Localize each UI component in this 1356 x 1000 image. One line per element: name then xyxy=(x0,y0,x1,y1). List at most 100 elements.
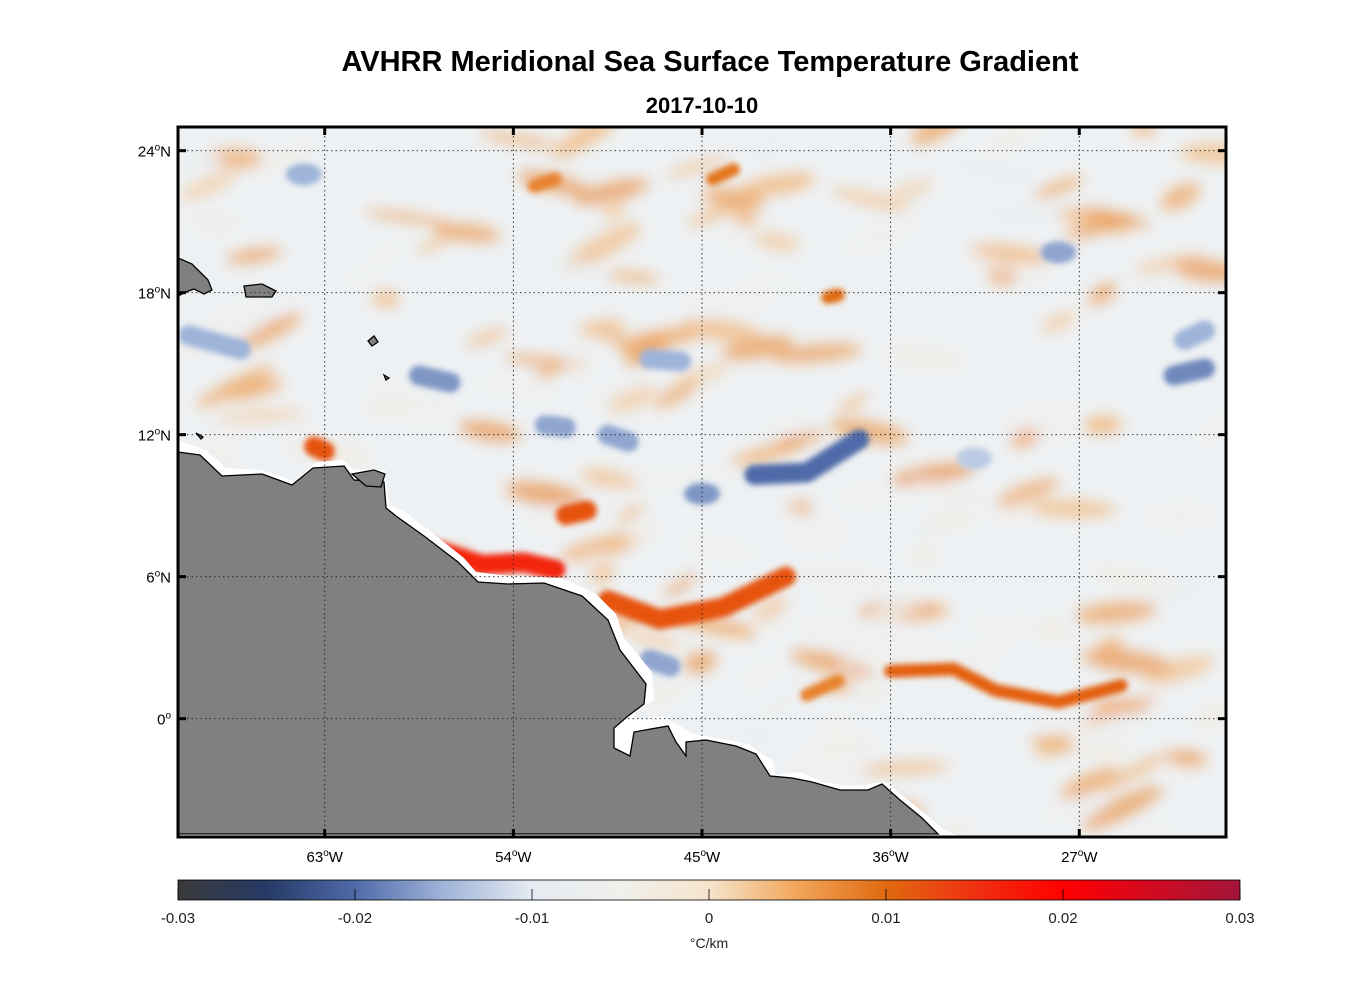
map-area xyxy=(178,127,1226,837)
texture-blob xyxy=(577,553,607,569)
texture-blob xyxy=(607,386,658,412)
texture-blob xyxy=(478,131,558,148)
texture-blob xyxy=(877,645,960,661)
map-date-subtitle: 2017-10-10 xyxy=(645,93,759,118)
land-masses xyxy=(178,257,961,837)
texture-blob xyxy=(1179,143,1226,164)
texture-blob xyxy=(738,728,766,748)
gradient-feature-positive xyxy=(597,566,796,630)
texture-blob xyxy=(477,379,556,398)
texture-blob xyxy=(364,210,451,225)
texture-blob xyxy=(226,248,282,263)
texture-blob xyxy=(650,680,685,704)
colorbar-tick-label: 0.01 xyxy=(871,910,900,927)
texture-blob xyxy=(844,217,916,254)
graticule xyxy=(178,127,1226,837)
gradient-feature-positive xyxy=(706,163,740,186)
texture-blob xyxy=(1082,786,1163,830)
gradient-feature-positive xyxy=(800,674,845,702)
texture-blob xyxy=(178,147,211,165)
texture-blob xyxy=(1142,656,1214,684)
martinique-land xyxy=(382,373,391,381)
puerto-rico-land xyxy=(243,283,277,298)
longitude-tick-label: 45oW xyxy=(684,848,721,866)
texture-blob xyxy=(680,540,754,557)
texture-blob xyxy=(1160,183,1201,211)
texture-blob xyxy=(562,223,642,272)
gradient-feature-positive xyxy=(555,500,597,526)
texture-blob xyxy=(459,421,521,442)
texture-blob xyxy=(625,629,680,649)
texture-blob xyxy=(988,204,1060,224)
map-title: AVHRR Meridional Sea Surface Temperature… xyxy=(341,46,1079,78)
colorbar-unit-label: °C/km xyxy=(690,935,728,951)
texture-blob xyxy=(573,179,649,205)
colorbar-tick-label: 0.03 xyxy=(1225,910,1254,927)
texture-blob xyxy=(366,396,419,416)
texture-blob xyxy=(789,499,813,515)
texture-blob xyxy=(829,419,909,445)
texture-blob xyxy=(1036,733,1071,758)
texture-blob xyxy=(785,569,871,579)
texture-blob xyxy=(1088,283,1117,305)
texture-blob xyxy=(753,232,800,251)
texture-blob xyxy=(1078,207,1150,228)
texture-blob xyxy=(790,650,875,677)
texture-blob xyxy=(601,198,626,221)
colorbar: -0.03 -0.02 -0.01 0 0.01 0.02 0.03 °C/km xyxy=(161,879,1255,951)
texture-blob xyxy=(869,593,921,625)
texture-blob xyxy=(1072,742,1129,762)
texture-blob xyxy=(185,214,252,229)
texture-blob xyxy=(1134,254,1204,273)
gradient-feature-positive xyxy=(527,172,562,193)
texture-blob xyxy=(1081,649,1171,674)
texture-blob xyxy=(993,618,1027,642)
texture-blob xyxy=(416,235,451,254)
texture-blob xyxy=(679,294,724,307)
texture-blob xyxy=(579,320,627,337)
texture-blob xyxy=(968,253,1053,277)
texture-blob xyxy=(1026,499,1116,518)
texture-blob xyxy=(606,271,661,283)
texture-blob xyxy=(505,481,585,507)
texture-blob xyxy=(663,574,698,597)
texture-blob xyxy=(614,468,694,490)
gradient-feature-negative xyxy=(956,447,993,470)
latitude-tick-label: 24oN xyxy=(138,143,171,161)
texture-blob xyxy=(666,157,729,177)
gradient-feature-negative xyxy=(639,348,691,372)
trinidad-land xyxy=(350,469,386,488)
texture-blob xyxy=(745,276,799,288)
longitude-tick-label: 27oW xyxy=(1061,848,1098,866)
colorbar-ticks: -0.03 -0.02 -0.01 0 0.01 0.02 0.03 xyxy=(161,889,1255,927)
longitude-tick-label: 36oW xyxy=(872,848,909,866)
texture-blob xyxy=(908,479,988,502)
texture-blob xyxy=(973,652,998,665)
texture-blob xyxy=(859,761,950,775)
gradient-feature-negative xyxy=(285,163,322,186)
texture-blob xyxy=(628,522,657,544)
texture-blob xyxy=(745,664,779,686)
colorbar-tick-label: 0.02 xyxy=(1048,910,1077,927)
map-frame xyxy=(176,125,1228,839)
texture-blob xyxy=(957,160,1038,182)
texture-blob xyxy=(185,212,210,223)
texture-blob xyxy=(216,307,248,328)
texture-blob xyxy=(565,353,596,366)
longitude-tick-label: 54oW xyxy=(495,848,532,866)
texture-blob xyxy=(926,512,975,529)
texture-blob xyxy=(1037,621,1070,638)
texture-blob xyxy=(790,753,872,776)
texture-blob xyxy=(1090,697,1149,714)
texture-blob xyxy=(883,347,965,367)
texture-blob xyxy=(433,223,501,242)
texture-blob xyxy=(369,246,402,263)
texture-blob xyxy=(196,365,275,408)
texture-blob xyxy=(1093,568,1177,591)
texture-blob xyxy=(753,140,778,162)
texture-blob xyxy=(721,335,794,360)
texture-blob xyxy=(909,546,938,565)
texture-blob xyxy=(213,409,306,422)
colorbar-tick-label: -0.01 xyxy=(515,910,549,927)
texture-blob xyxy=(654,379,700,409)
